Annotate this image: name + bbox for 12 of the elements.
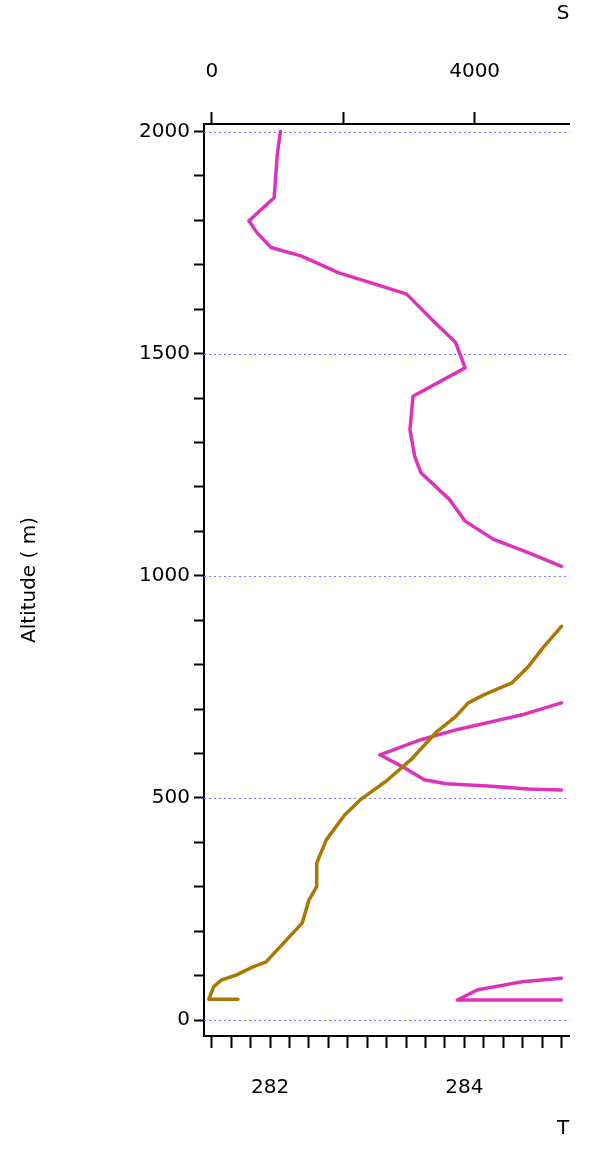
x2-tick-label: 0 — [205, 58, 219, 83]
y-tick-label: 1000 — [139, 561, 190, 586]
x2-axis-title: S — [556, 0, 570, 25]
y-tick-label: 0 — [177, 1006, 190, 1031]
y-axis-title: Altitude ( m) — [16, 517, 41, 643]
x-tick-label: 284 — [445, 1074, 484, 1099]
y-tick-label: 500 — [151, 784, 190, 809]
x-axis-title: T — [556, 1115, 571, 1140]
x-tick-label: 282 — [250, 1074, 290, 1099]
y-tick-label: 1500 — [139, 339, 190, 364]
x2-tick-label: 4000 — [449, 58, 501, 83]
y-tick-label: 2000 — [139, 117, 190, 142]
